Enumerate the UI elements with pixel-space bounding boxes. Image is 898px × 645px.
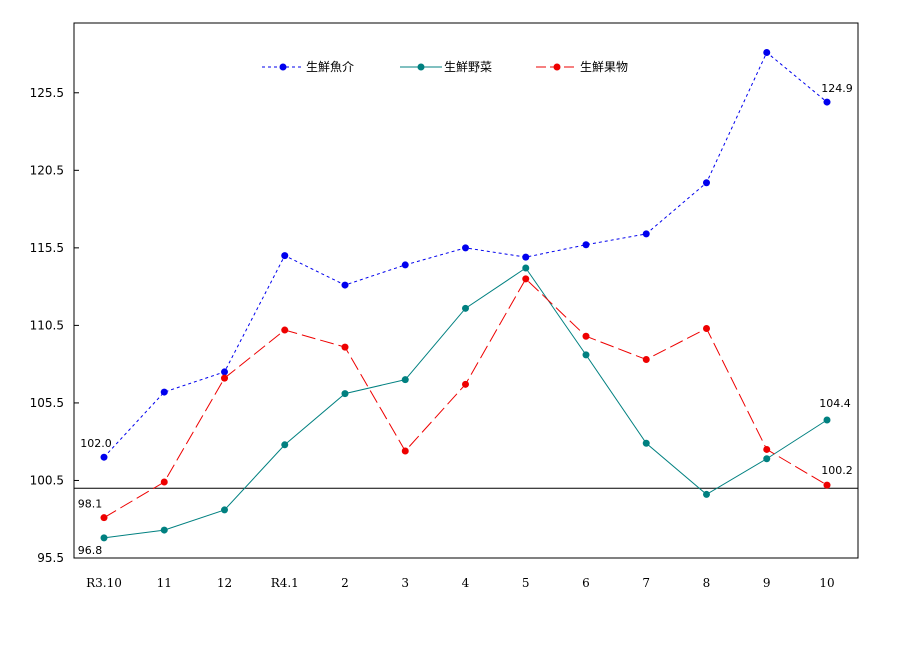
- data-point: [100, 534, 108, 542]
- x-tick-label: 8: [703, 576, 711, 590]
- data-point: [401, 261, 409, 269]
- x-tick-label: 6: [582, 576, 590, 590]
- data-label: 96.8: [78, 544, 103, 557]
- data-point: [823, 481, 831, 489]
- data-point: [401, 447, 409, 455]
- data-point: [642, 230, 650, 238]
- x-tick-label: 11: [157, 576, 172, 590]
- legend: 生鮮魚介 生鮮野菜 生鮮果物: [262, 60, 628, 74]
- data-point: [462, 380, 469, 388]
- data-point: [703, 324, 710, 332]
- x-tick-label: 12: [217, 576, 232, 590]
- data-point: [522, 253, 530, 261]
- data-point: [100, 453, 108, 461]
- data-point: [462, 304, 469, 312]
- x-tick-label: 9: [763, 576, 771, 590]
- data-point: [522, 275, 530, 283]
- data-point: [763, 48, 771, 56]
- y-tick-label: 95.5: [37, 551, 64, 565]
- data-point: [221, 374, 228, 382]
- legend-label-1: 生鮮魚介: [306, 60, 354, 74]
- x-tick-label: 4: [462, 576, 470, 590]
- data-point: [703, 179, 710, 187]
- data-point: [341, 390, 349, 398]
- data-point: [582, 241, 590, 249]
- series-line-3: [103, 278, 828, 519]
- data-point: [582, 332, 590, 340]
- series-line-1: [103, 51, 828, 458]
- data-point: [160, 526, 168, 534]
- x-tick-label: 2: [341, 576, 349, 590]
- data-point: [522, 264, 530, 272]
- data-label: 104.4: [819, 397, 851, 410]
- data-point: [642, 439, 650, 447]
- x-axis: R3.10 11 12 R4.1 2 3 4 5 6 7 8 9 10: [86, 576, 835, 590]
- y-tick-label: 115.5: [30, 241, 64, 255]
- series-layer: [100, 48, 831, 542]
- data-point: [401, 376, 409, 384]
- data-point: [100, 514, 108, 522]
- data-point: [642, 356, 650, 364]
- x-tick-label: R3.10: [86, 576, 122, 590]
- plot-area-frame: [73, 22, 859, 559]
- data-label: 102.0: [80, 437, 112, 450]
- x-tick-label: R4.1: [271, 576, 299, 590]
- y-tick-label: 125.5: [30, 86, 64, 100]
- legend-label-3: 生鮮果物: [580, 60, 628, 74]
- x-tick-label: 7: [642, 576, 650, 590]
- data-point: [160, 478, 168, 486]
- data-point: [763, 455, 771, 463]
- data-point: [281, 326, 289, 334]
- data-point: [221, 368, 228, 376]
- y-tick-label: 120.5: [30, 163, 64, 177]
- data-point: [823, 416, 831, 424]
- y-tick-label: 105.5: [30, 396, 64, 410]
- data-point: [281, 252, 289, 260]
- legend-marker-2: [417, 63, 425, 71]
- y-tick-label: 110.5: [30, 318, 64, 332]
- x-tick-label: 5: [522, 576, 530, 590]
- legend-marker-1: [279, 63, 287, 71]
- data-point: [462, 244, 469, 252]
- legend-marker-3: [553, 63, 561, 71]
- data-labels: 102.0 124.9 96.8 104.4 98.1 100.2: [78, 82, 853, 557]
- data-point: [281, 441, 289, 449]
- data-point: [221, 506, 228, 514]
- x-tick-label: 3: [401, 576, 409, 590]
- data-point: [823, 98, 831, 106]
- data-point: [341, 343, 349, 351]
- legend-label-2: 生鮮野菜: [444, 60, 492, 74]
- data-label: 100.2: [821, 464, 853, 477]
- y-axis: 95.5 100.5 105.5 110.5 115.5 120.5 125.5: [30, 86, 79, 565]
- data-point: [582, 351, 590, 359]
- data-point: [763, 445, 771, 453]
- data-point: [341, 281, 349, 289]
- x-tick-label: 10: [819, 576, 834, 590]
- data-label: 98.1: [78, 498, 103, 511]
- y-tick-label: 100.5: [30, 473, 64, 487]
- data-point: [703, 490, 710, 498]
- data-label: 124.9: [821, 82, 853, 95]
- data-point: [160, 388, 168, 396]
